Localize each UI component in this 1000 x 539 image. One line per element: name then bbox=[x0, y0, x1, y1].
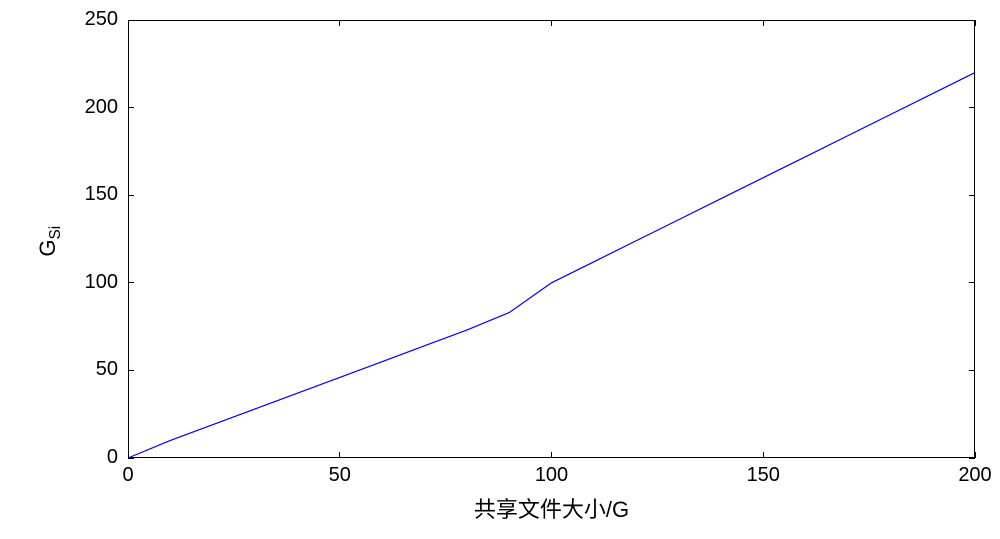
x-tick-label: 150 bbox=[723, 464, 803, 487]
chart-container: 050100150200250050100150200 GSi 共享文件大小/G bbox=[0, 0, 1000, 539]
x-tick-mark bbox=[128, 20, 129, 26]
x-tick-mark bbox=[763, 20, 764, 26]
x-tick-mark bbox=[339, 20, 340, 26]
y-tick-mark bbox=[969, 195, 975, 196]
x-tick-mark bbox=[975, 20, 976, 26]
x-tick-mark bbox=[763, 452, 764, 458]
y-label-sub: Si bbox=[47, 226, 64, 240]
x-tick-mark bbox=[551, 452, 552, 458]
y-tick-mark bbox=[128, 20, 134, 21]
y-tick-label: 50 bbox=[68, 358, 118, 381]
data-line bbox=[0, 0, 1000, 539]
y-tick-mark bbox=[128, 370, 134, 371]
y-tick-mark bbox=[128, 195, 134, 196]
line-series bbox=[128, 73, 975, 458]
x-tick-mark bbox=[128, 452, 129, 458]
y-tick-label: 200 bbox=[68, 96, 118, 119]
y-tick-mark bbox=[969, 370, 975, 371]
y-tick-label: 250 bbox=[68, 8, 118, 31]
x-tick-mark bbox=[551, 20, 552, 26]
y-tick-label: 150 bbox=[68, 183, 118, 206]
x-axis-label: 共享文件大小/G bbox=[128, 492, 975, 524]
y-tick-mark bbox=[128, 107, 134, 108]
y-axis-label: GSi bbox=[35, 211, 65, 271]
y-tick-mark bbox=[969, 282, 975, 283]
y-tick-mark bbox=[128, 458, 134, 459]
x-tick-label: 200 bbox=[935, 464, 1000, 487]
y-label-main: G bbox=[35, 239, 60, 256]
x-tick-label: 100 bbox=[512, 464, 592, 487]
x-tick-label: 50 bbox=[300, 464, 380, 487]
y-tick-mark bbox=[969, 107, 975, 108]
x-tick-label: 0 bbox=[88, 464, 168, 487]
x-tick-mark bbox=[339, 452, 340, 458]
y-tick-mark bbox=[128, 282, 134, 283]
y-tick-label: 100 bbox=[68, 271, 118, 294]
x-tick-mark bbox=[975, 452, 976, 458]
